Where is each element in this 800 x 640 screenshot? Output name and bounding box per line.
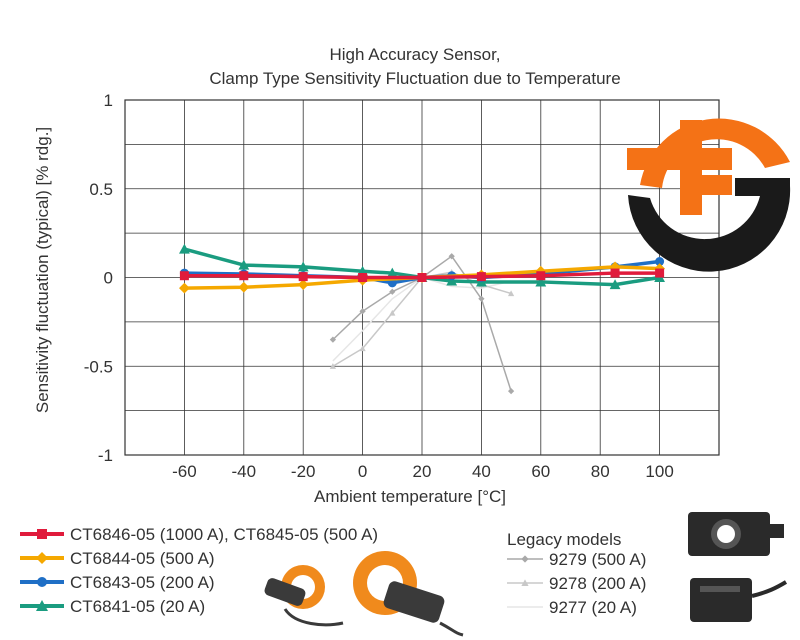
- data-point: [446, 275, 458, 286]
- data-point: [655, 268, 665, 278]
- data-point: [535, 276, 547, 287]
- legend-marker: [521, 555, 529, 563]
- data-point: [536, 271, 546, 281]
- legend-marker: [37, 577, 47, 587]
- x-tick-label: 60: [531, 462, 550, 481]
- data-point: [179, 282, 190, 294]
- legend-label: CT6843-05 (200 A): [70, 573, 215, 592]
- legend-entry: 9277 (20 A): [507, 598, 637, 617]
- chart-title-line-2: Clamp Type Sensitivity Fluctuation due t…: [209, 69, 620, 88]
- y-tick-label: -0.5: [84, 357, 113, 376]
- x-axis-label: Ambient temperature [°C]: [314, 487, 506, 506]
- legend-label: 9279 (500 A): [549, 550, 646, 569]
- y-tick-label: -1: [98, 446, 113, 465]
- data-point: [238, 259, 250, 270]
- data-point: [478, 295, 485, 302]
- legend: CT6846-05 (1000 A), CT6845-05 (500 A) CT6…: [20, 525, 646, 617]
- data-point: [386, 267, 398, 278]
- series-ct6846-05-1000-a-ct6845-05-500-a-: [179, 268, 665, 282]
- data-point: [507, 290, 515, 297]
- legend-entry: CT6844-05 (500 A): [20, 549, 215, 568]
- data-point: [417, 273, 427, 282]
- data-point: [389, 288, 396, 295]
- data-point: [358, 273, 368, 282]
- legend-entry: 9278 (200 A): [507, 574, 646, 593]
- data-point: [476, 272, 486, 282]
- y-tick-label: 1: [104, 91, 113, 110]
- axis-ticks: -60 -40 -20 0 20 40 60 80 100 1 0.5 0 -0.5 -1: [84, 91, 674, 481]
- data-point: [359, 345, 366, 352]
- x-tick-label: -40: [232, 462, 257, 481]
- legend-label: CT6841-05 (20 A): [70, 597, 205, 616]
- legend-entry: CT6843-05 (200 A): [20, 573, 215, 592]
- data-point: [179, 271, 189, 281]
- x-tick-label: 80: [591, 462, 610, 481]
- x-tick-label: 40: [472, 462, 491, 481]
- data-point: [610, 268, 620, 278]
- data-point: [239, 271, 249, 281]
- legend-marker: [37, 529, 47, 539]
- plot-area: -60 -40 -20 0 20 40 60 80 100 1 0.5 0 -0.5 -1: [84, 91, 720, 481]
- y-tick-label: 0.5: [89, 180, 113, 199]
- data-point: [329, 336, 337, 343]
- series-lines: [179, 243, 665, 395]
- legend-label: 9277 (20 A): [549, 598, 637, 617]
- legacy-sensor-icon: [688, 512, 784, 556]
- legend-marker: [36, 600, 48, 611]
- data-point: [329, 363, 337, 369]
- y-tick-label: 0: [104, 269, 113, 288]
- chart-title-line-1: High Accuracy Sensor,: [329, 45, 500, 64]
- x-tick-label: -60: [172, 462, 197, 481]
- legacy-models-heading: Legacy models: [507, 530, 621, 549]
- legend-marker: [521, 579, 529, 586]
- sf-logo-icon: [627, 118, 791, 272]
- legend-label: 9278 (200 A): [549, 574, 646, 593]
- legend-entry: 9279 (500 A): [507, 550, 646, 569]
- legend-entry: CT6846-05 (1000 A), CT6845-05 (500 A): [20, 525, 378, 544]
- data-point: [297, 261, 309, 272]
- data-point: [298, 272, 308, 282]
- data-point: [238, 281, 250, 293]
- legacy-sensor-icon: [690, 578, 788, 622]
- x-tick-label: -20: [291, 462, 316, 481]
- x-tick-label: 0: [358, 462, 367, 481]
- x-tick-label: 100: [645, 462, 673, 481]
- x-tick-label: 20: [413, 462, 432, 481]
- data-point: [655, 257, 665, 267]
- legend-entry: CT6841-05 (20 A): [20, 597, 205, 616]
- clamp-sensor-icon: [353, 551, 464, 637]
- legend-label: CT6844-05 (500 A): [70, 549, 215, 568]
- legend-marker: [36, 552, 48, 564]
- data-point: [389, 309, 396, 316]
- data-point: [359, 308, 366, 315]
- data-point: [609, 279, 621, 290]
- data-point: [507, 387, 515, 395]
- legend-label: CT6846-05 (1000 A), CT6845-05 (500 A): [70, 525, 378, 544]
- data-point: [297, 279, 309, 290]
- clamp-sensor-icon: [264, 565, 344, 627]
- data-point: [448, 253, 455, 260]
- data-point: [179, 243, 190, 254]
- y-axis-label: Sensitivity fluctuation (typical) [% rdg…: [33, 127, 52, 413]
